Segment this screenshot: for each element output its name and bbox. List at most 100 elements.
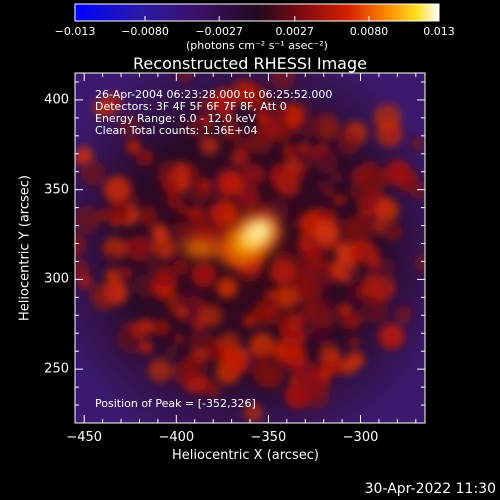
emission-texture bbox=[243, 403, 264, 423]
emission-texture bbox=[230, 149, 249, 168]
emission-texture bbox=[313, 113, 341, 141]
emission-texture bbox=[242, 163, 265, 186]
emission-texture bbox=[208, 204, 222, 218]
emission-texture bbox=[332, 218, 357, 243]
emission-texture bbox=[264, 369, 283, 389]
y-tick-label: 400 bbox=[44, 92, 69, 108]
footer-timestamp: 30-Apr-2022 11:30 bbox=[364, 481, 496, 497]
emission-texture bbox=[105, 268, 120, 283]
colorbar-tick-label: 0.013 bbox=[423, 25, 455, 38]
emission-texture bbox=[173, 260, 189, 275]
colorbar-tick-label: −0.0080 bbox=[121, 25, 169, 38]
emission-texture bbox=[191, 262, 217, 288]
emission-texture bbox=[153, 319, 171, 337]
emission-texture bbox=[336, 130, 362, 155]
emission-texture bbox=[394, 306, 412, 324]
emission-texture bbox=[275, 363, 287, 375]
emission-texture bbox=[166, 345, 178, 358]
emission-texture bbox=[221, 121, 241, 141]
emission-texture bbox=[235, 185, 261, 210]
emission-texture bbox=[93, 97, 114, 119]
emission-texture bbox=[130, 320, 150, 339]
y-tick-label: 250 bbox=[44, 361, 69, 377]
emission-texture bbox=[334, 194, 346, 206]
emission-texture bbox=[118, 266, 133, 281]
emission-texture bbox=[200, 135, 220, 155]
annotation-detectors: Detectors: 3F 4F 5F 6F 7F 8F, Att 0 bbox=[95, 100, 287, 113]
emission-texture bbox=[319, 342, 340, 364]
emission-texture bbox=[297, 141, 310, 154]
emission-texture bbox=[283, 324, 300, 341]
colorbar-tick-label: −0.0027 bbox=[195, 25, 244, 38]
emission-texture bbox=[378, 323, 405, 350]
emission-texture bbox=[270, 73, 296, 90]
emission-texture bbox=[269, 259, 296, 286]
emission-texture bbox=[117, 114, 142, 138]
emission-texture bbox=[359, 244, 377, 263]
colorbar-gradient bbox=[74, 3, 440, 22]
emission-texture bbox=[220, 346, 238, 364]
colorbar-tick-label: 0.0027 bbox=[275, 25, 315, 38]
emission-texture bbox=[182, 352, 209, 379]
emission-texture bbox=[185, 116, 207, 138]
emission-texture bbox=[75, 259, 90, 279]
emission-texture bbox=[135, 148, 154, 167]
emission-texture bbox=[292, 360, 319, 388]
emission-texture bbox=[285, 347, 306, 368]
emission-texture bbox=[78, 274, 93, 290]
emission-texture bbox=[177, 204, 189, 215]
emission-texture bbox=[199, 178, 210, 189]
emission-texture bbox=[173, 333, 185, 345]
emission-texture bbox=[304, 383, 330, 410]
emission-texture bbox=[375, 197, 400, 222]
emission-texture bbox=[222, 113, 233, 124]
emission-texture bbox=[265, 289, 277, 301]
emission-texture bbox=[175, 306, 188, 318]
emission-texture bbox=[243, 313, 257, 328]
emission-texture bbox=[385, 159, 412, 186]
emission-texture bbox=[275, 286, 300, 310]
emission-texture bbox=[249, 332, 275, 358]
emission-texture bbox=[103, 176, 130, 203]
y-axis-label: Heliocentric Y (arcsec) bbox=[17, 175, 33, 321]
emission-texture bbox=[344, 312, 362, 330]
emission-texture bbox=[326, 208, 337, 219]
x-tick-label: −350 bbox=[250, 430, 287, 445]
emission-texture bbox=[385, 125, 403, 143]
emission-texture bbox=[266, 310, 280, 325]
annotation-time-range: 26-Apr-2004 06:23:28.000 to 06:25:52.000 bbox=[95, 88, 333, 101]
emission-texture bbox=[176, 73, 194, 84]
annotation-energy: Energy Range: 6.0 - 12.0 keV bbox=[95, 112, 256, 125]
emission-texture bbox=[362, 272, 380, 290]
emission-texture bbox=[150, 279, 168, 296]
annotation-clean: Clean Total counts: 1.36E+04 bbox=[95, 124, 258, 137]
emission-texture bbox=[310, 295, 337, 322]
colorbar-tick-label: −0.013 bbox=[54, 25, 96, 38]
x-tick-label: −400 bbox=[158, 430, 195, 445]
emission-texture bbox=[104, 250, 118, 263]
colorbar-tick-label: 0.0080 bbox=[349, 25, 389, 38]
emission-texture bbox=[219, 171, 244, 197]
emission-texture bbox=[200, 304, 223, 328]
x-tick-label: −300 bbox=[342, 430, 379, 445]
emission-texture bbox=[372, 220, 387, 235]
emission-texture bbox=[152, 235, 176, 259]
emission-texture bbox=[304, 242, 323, 261]
emission-texture bbox=[91, 283, 119, 310]
emission-texture bbox=[314, 150, 338, 174]
emission-texture bbox=[179, 290, 202, 312]
x-axis-label: Heliocentric X (arcsec) bbox=[172, 448, 319, 463]
emission-texture bbox=[216, 277, 238, 299]
emission-texture bbox=[373, 103, 402, 132]
emission-texture bbox=[348, 336, 360, 349]
y-tick-label: 300 bbox=[44, 271, 69, 287]
emission-texture bbox=[126, 139, 141, 154]
emission-texture bbox=[140, 341, 153, 354]
emission-texture bbox=[137, 206, 158, 227]
emission-texture bbox=[75, 146, 93, 164]
emission-texture bbox=[232, 79, 256, 102]
emission-texture bbox=[346, 351, 365, 370]
emission-texture bbox=[188, 330, 216, 358]
emission-texture bbox=[338, 303, 351, 316]
